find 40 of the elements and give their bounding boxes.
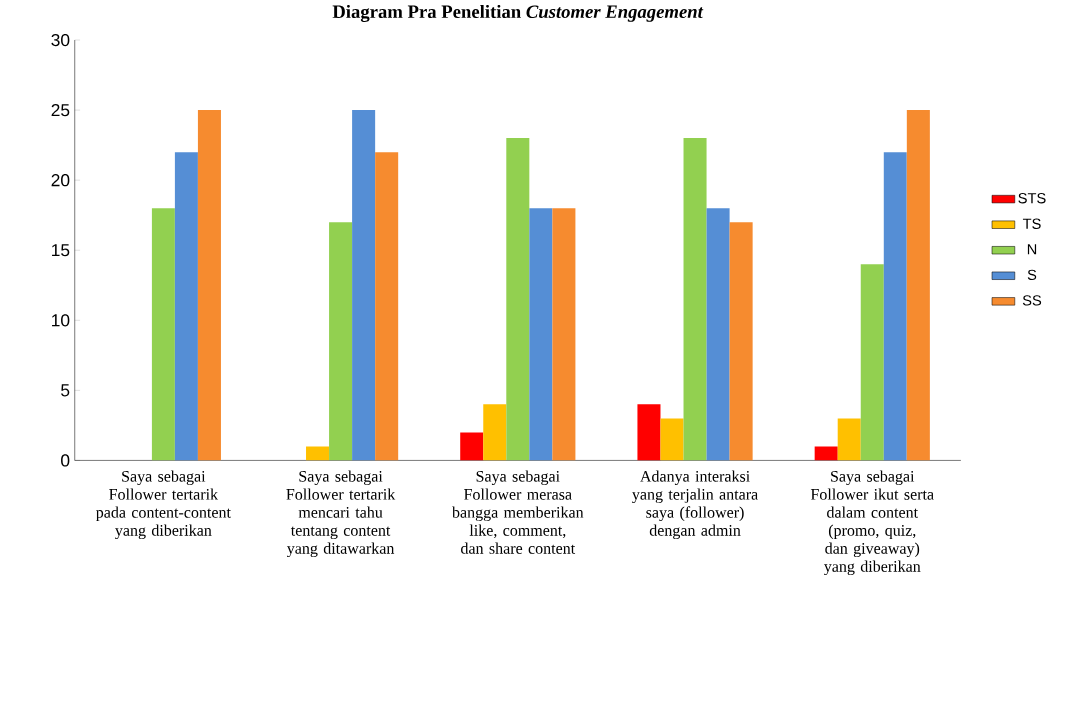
bar (706, 208, 730, 461)
x-tick-label: Saya sebagai Follower ikut serta dalam content (promo, quiz, dan giveaway) yang diberikan (810, 470, 934, 576)
chart-title: Diagram Pra Penelitian Customer Engagement (332, 5, 704, 23)
x-tick-label: Saya sebagai Follower merasa bangga memberikan like, comment, dan share content (452, 470, 584, 554)
bar (837, 418, 861, 461)
bar (860, 264, 884, 461)
bar (306, 446, 330, 461)
x-tick-label: Saya sebagai Follower tertarik mencari tahu tentang content yang ditawarkan (286, 470, 396, 558)
bar (729, 222, 753, 461)
y-tick-label: 5 (61, 384, 70, 397)
bar (375, 152, 399, 461)
y-tick-label: 0 (61, 454, 70, 467)
y-tick-label: 25 (51, 104, 70, 117)
legend-label: S (1027, 269, 1037, 281)
bar (151, 208, 175, 461)
legend-label: SS (1022, 295, 1042, 306)
x-tick-label: Adanya interaksi yang terjalin antara saya (follower) dengan admin (632, 470, 758, 540)
y-tick-label: 30 (51, 34, 70, 47)
x-tick-label: Saya sebagai Follower tertarik pada content-content yang diberikan (96, 470, 231, 540)
bar (506, 138, 530, 461)
bar (197, 110, 221, 461)
bar (329, 222, 353, 461)
bar (660, 418, 684, 461)
bar (814, 446, 838, 461)
bar (883, 152, 907, 461)
bar (483, 404, 507, 461)
bar (552, 208, 576, 461)
y-tick-label: 20 (51, 174, 70, 187)
bar (352, 110, 376, 461)
bar (906, 110, 930, 461)
bar (460, 432, 484, 461)
bar (637, 404, 661, 461)
bar (529, 208, 553, 461)
y-tick-label: 15 (52, 244, 70, 257)
bar (683, 138, 707, 461)
legend-label: TS (1022, 218, 1041, 230)
legend-label: STS (1018, 193, 1046, 204)
bar (174, 152, 198, 461)
y-tick-label: 10 (52, 314, 70, 327)
legend-label: N (1027, 244, 1037, 255)
